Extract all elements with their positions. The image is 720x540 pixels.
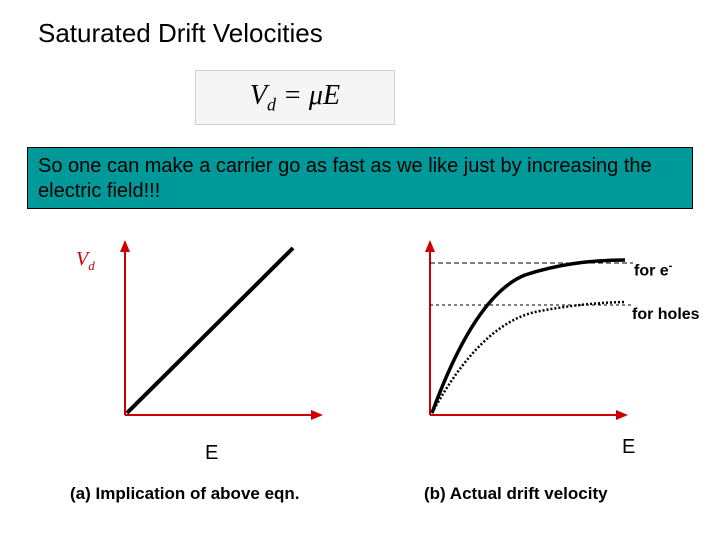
axis-label-b: E [622,436,635,459]
eq-eq: = [276,80,309,111]
statement-box: So one can make a carrier go as fast as … [27,147,693,209]
statement-text: So one can make a carrier go as fast as … [38,155,652,202]
equation-box: Vd = μE [195,70,395,125]
chart-b [420,240,635,430]
axis-label-a: E [205,442,218,465]
label-electrons: for e- [634,260,672,280]
curve-electrons [432,260,625,413]
label-e-pre: for e [634,262,669,279]
equation: Vd = μE [250,80,340,116]
eq-d: d [267,94,276,114]
eq-Vd: V [250,80,267,111]
chart-a-yarrow [120,240,130,252]
vd-d: d [88,258,95,273]
vd-v: V [76,248,88,270]
chart-b-yarrow [425,240,435,252]
chart-a-xarrow [311,410,323,420]
label-holes: for holes [632,306,700,324]
y-axis-label-vd: Vd [76,248,95,274]
label-e-sup: - [669,260,673,272]
curve-holes [432,302,625,413]
chart-a [115,240,325,430]
page-title: Saturated Drift Velocities [38,18,323,49]
chart-b-xarrow [616,410,628,420]
caption-b: (b) Actual drift velocity [424,484,608,504]
eq-mu: μ [309,80,323,111]
chart-a-line [127,248,293,413]
caption-a: (a) Implication of above eqn. [70,484,300,504]
eq-E: E [323,80,340,111]
